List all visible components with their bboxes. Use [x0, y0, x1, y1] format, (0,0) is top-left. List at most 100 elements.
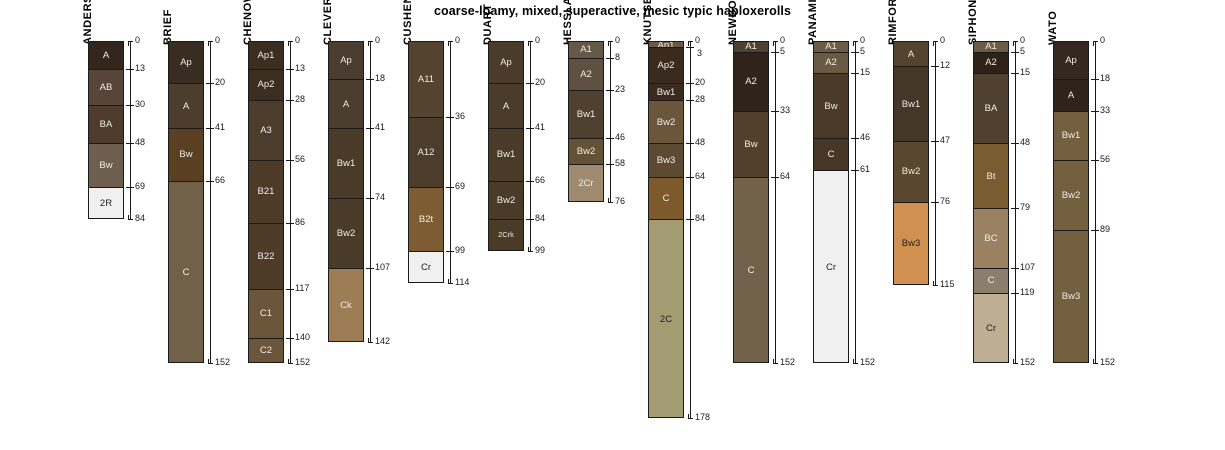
depth-value-label: 0	[1100, 35, 1106, 45]
horizon-label: Bw1	[336, 157, 356, 169]
horizon-label: Bw1	[576, 109, 596, 121]
horizon-bw2[interactable]: Bw2	[1053, 159, 1089, 230]
horizon-bw3[interactable]: Bw3	[893, 202, 929, 285]
horizon-bw3[interactable]: Bw3	[648, 142, 684, 177]
depth-axis-line	[450, 41, 451, 283]
depth-tick	[1011, 267, 1019, 269]
depth-tick	[686, 142, 694, 144]
horizon-ck[interactable]: Ck	[328, 267, 364, 342]
horizon-a2[interactable]: A2	[568, 57, 604, 90]
depth-value-label: 99	[535, 244, 546, 255]
horizon-label: A2	[580, 68, 592, 80]
horizon-label: Cr	[985, 323, 997, 335]
horizon-bw1[interactable]: Bw1	[648, 83, 684, 101]
horizon-bw[interactable]: Bw	[88, 142, 124, 188]
horizon-a[interactable]: A	[88, 41, 124, 69]
axis-bottom-corner	[368, 337, 373, 343]
depth-value-label: 46	[860, 132, 871, 143]
horizon-bw[interactable]: Bw	[168, 127, 204, 181]
horizon-label: Ap1	[257, 49, 275, 61]
horizon-bw1[interactable]: Bw1	[568, 89, 604, 139]
axis-bottom-corner	[608, 198, 613, 204]
horizon-bw2[interactable]: Bw2	[328, 197, 364, 268]
horizon-bw1[interactable]: Bw1	[328, 127, 364, 198]
horizon-bw3[interactable]: Bw3	[1053, 229, 1089, 364]
horizon-label: Bw3	[656, 154, 676, 166]
depth-value-label: 3	[697, 48, 703, 58]
horizon-ap[interactable]: Ap	[168, 41, 204, 84]
horizon-label: A	[102, 49, 110, 61]
horizon-bw2[interactable]: Bw2	[648, 100, 684, 143]
horizon-bw1[interactable]: Bw1	[893, 66, 929, 141]
horizon-ap[interactable]: Ap	[1053, 41, 1089, 80]
axis-bottom-corner	[288, 359, 293, 365]
horizon-ap[interactable]: Ap	[328, 41, 364, 80]
horizon-a11[interactable]: A11	[408, 41, 444, 118]
depth-tick	[1011, 51, 1019, 53]
depth-value-label: 0	[375, 35, 381, 45]
horizon-2cr[interactable]: 2Cr	[568, 163, 604, 203]
horizon-a1[interactable]: A1	[813, 41, 849, 52]
horizon-a[interactable]: A	[1053, 79, 1089, 111]
depth-tick	[851, 170, 859, 172]
horizon-ap2[interactable]: Ap2	[648, 47, 684, 84]
horizon-ap1[interactable]: Ap1	[248, 41, 284, 69]
horizon-a2[interactable]: A2	[973, 51, 1009, 73]
horizon-bw2[interactable]: Bw2	[568, 138, 604, 164]
horizon-ap[interactable]: Ap	[488, 41, 524, 84]
depth-value-label: 41	[215, 121, 226, 132]
horizon-2r[interactable]: 2R	[88, 187, 124, 219]
horizon-ba[interactable]: BA	[973, 72, 1009, 143]
depth-value-label: 15	[1020, 66, 1031, 77]
axis-top-corner	[933, 41, 938, 46]
horizon-cr[interactable]: Cr	[813, 170, 849, 364]
horizon-c[interactable]: C	[813, 138, 849, 171]
horizon-label: Ck	[340, 299, 352, 311]
horizon-c[interactable]: C	[733, 176, 769, 364]
horizon-a1[interactable]: A1	[973, 41, 1009, 52]
horizon-bw1[interactable]: Bw1	[1053, 110, 1089, 160]
horizon-c2[interactable]: C2	[248, 337, 284, 364]
horizon-a2[interactable]: A2	[733, 51, 769, 111]
horizon-label: Ap	[500, 57, 512, 69]
horizon-bw[interactable]: Bw	[813, 72, 849, 139]
horizon-a[interactable]: A	[328, 79, 364, 128]
horizon-bc[interactable]: BC	[973, 208, 1009, 268]
horizon-a2[interactable]: A2	[813, 51, 849, 73]
horizon-bt[interactable]: Bt	[973, 142, 1009, 209]
depth-axis-line	[775, 41, 776, 364]
horizon-label: Ap1	[657, 41, 675, 48]
horizon-a1[interactable]: A1	[568, 41, 604, 58]
horizon-b22[interactable]: B22	[248, 223, 284, 289]
horizon-a[interactable]: A	[168, 83, 204, 128]
horizon-c[interactable]: C	[973, 267, 1009, 294]
horizon-b21[interactable]: B21	[248, 159, 284, 224]
horizon-ap1[interactable]: Ap1	[648, 41, 684, 48]
horizon-cr[interactable]: Cr	[408, 250, 444, 283]
horizon-c[interactable]: C	[168, 180, 204, 364]
horizon-a12[interactable]: A12	[408, 117, 444, 188]
horizon-a[interactable]: A	[893, 41, 929, 67]
profile-name-label: DUART	[482, 3, 494, 46]
depth-value-label: 0	[135, 35, 141, 45]
horizon-ba[interactable]: BA	[88, 104, 124, 143]
depth-axis-line	[370, 41, 371, 342]
horizon-a3[interactable]: A3	[248, 100, 284, 160]
depth-value-label: 79	[1020, 202, 1031, 213]
horizon-ab[interactable]: AB	[88, 68, 124, 105]
horizon-a[interactable]: A	[488, 83, 524, 128]
horizon-bw1[interactable]: Bw1	[488, 127, 524, 181]
horizon-2c[interactable]: 2C	[648, 218, 684, 419]
horizon-ap2[interactable]: Ap2	[248, 68, 284, 101]
profile-name-label: CLEVERLY	[322, 0, 334, 45]
horizon-b2t[interactable]: B2t	[408, 187, 444, 251]
horizon-bw[interactable]: Bw	[733, 110, 769, 177]
depth-tick	[1091, 229, 1099, 231]
horizon-2crk[interactable]: 2Crk	[488, 218, 524, 251]
horizon-a1[interactable]: A1	[733, 41, 769, 52]
horizon-bw2[interactable]: Bw2	[893, 140, 929, 203]
horizon-cr[interactable]: Cr	[973, 293, 1009, 364]
horizon-c[interactable]: C	[648, 176, 684, 219]
horizon-c1[interactable]: C1	[248, 288, 284, 338]
horizon-bw2[interactable]: Bw2	[488, 180, 524, 219]
